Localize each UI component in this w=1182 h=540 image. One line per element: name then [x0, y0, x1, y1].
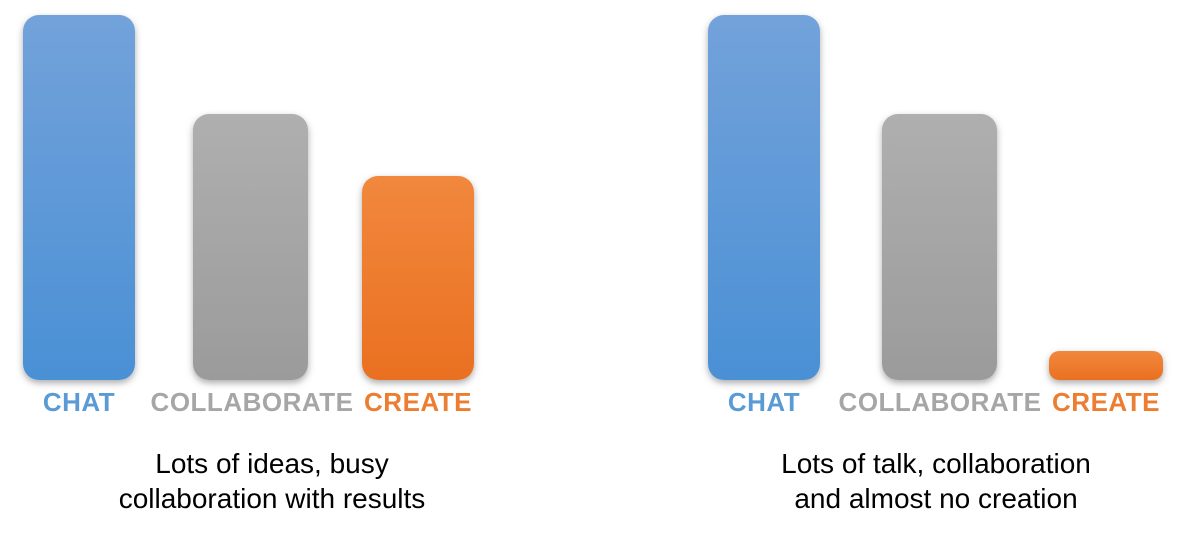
caption-line-1: Lots of ideas, busy [155, 448, 389, 479]
caption-line-2: and almost no creation [794, 483, 1078, 514]
bar-label-collaborate: COLLABORATE [838, 387, 1042, 417]
bar-create [362, 176, 474, 380]
left-bar-chart: CHAT COLLABORATE CREATE Lots of ideas, b… [23, 15, 474, 516]
bar-label-create: CREATE [1052, 387, 1160, 417]
bar-label-create: CREATE [364, 387, 472, 417]
bar-collaborate [193, 114, 308, 380]
bar-chat [23, 15, 135, 380]
chart-caption: Lots of talk, collaboration and almost n… [781, 446, 1091, 516]
bar-label-collaborate: COLLABORATE [150, 387, 354, 417]
caption-line-1: Lots of talk, collaboration [781, 448, 1091, 479]
caption-line-2: collaboration with results [118, 483, 426, 514]
bar-chat [708, 15, 820, 380]
bar-create [1049, 351, 1163, 380]
chart-caption: Lots of ideas, busy collaboration with r… [119, 446, 426, 516]
bar-label-chat: CHAT [727, 387, 801, 417]
bar-label-chat: CHAT [42, 387, 116, 417]
right-bar-chart: CHAT COLLABORATE CREATE Lots of talk, co… [591, 0, 1182, 540]
bar-collaborate [882, 114, 997, 380]
